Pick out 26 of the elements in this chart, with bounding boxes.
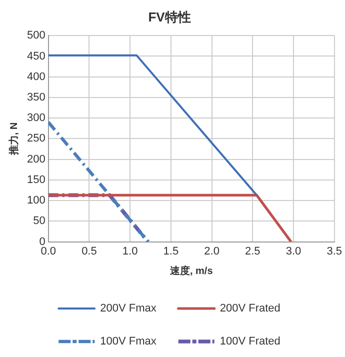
legend-label: 100V Frated	[220, 336, 280, 348]
x-tick-label: 2.0	[204, 245, 220, 258]
chart-title: FV特性	[148, 9, 191, 24]
y-tick-label: 150	[26, 174, 46, 186]
y-tick-label: 350	[26, 91, 46, 104]
legend-label: 200V Frated	[220, 302, 280, 315]
x-tick-label: 2.5	[244, 245, 260, 258]
y-tick-label: 450	[26, 50, 46, 62]
legend-label: 100V Fmax	[100, 336, 157, 348]
legend-label: 200V Fmax	[100, 302, 157, 315]
y-tick-label: 200	[26, 153, 46, 166]
x-tick-label: 1.5	[163, 245, 179, 258]
x-tick-label: 0.5	[82, 245, 97, 258]
y-tick-label: 400	[26, 70, 46, 83]
y-tick-label: 250	[26, 132, 46, 145]
y-tick-label: 50	[33, 215, 46, 228]
x-tick-label: 3.5	[326, 245, 342, 258]
y-tick-label: 100	[26, 194, 46, 207]
y-tick-label: 500	[26, 30, 46, 42]
x-tick-label: 3.0	[286, 245, 302, 258]
y-tick-label: 0	[39, 236, 46, 248]
x-tick-label: 1.0	[122, 245, 138, 258]
x-tick-label: 0.0	[40, 245, 56, 258]
y-axis-title: 推力, N	[8, 122, 20, 156]
y-tick-label: 300	[26, 112, 46, 124]
x-axis-title: 速度, m/s	[168, 264, 214, 277]
